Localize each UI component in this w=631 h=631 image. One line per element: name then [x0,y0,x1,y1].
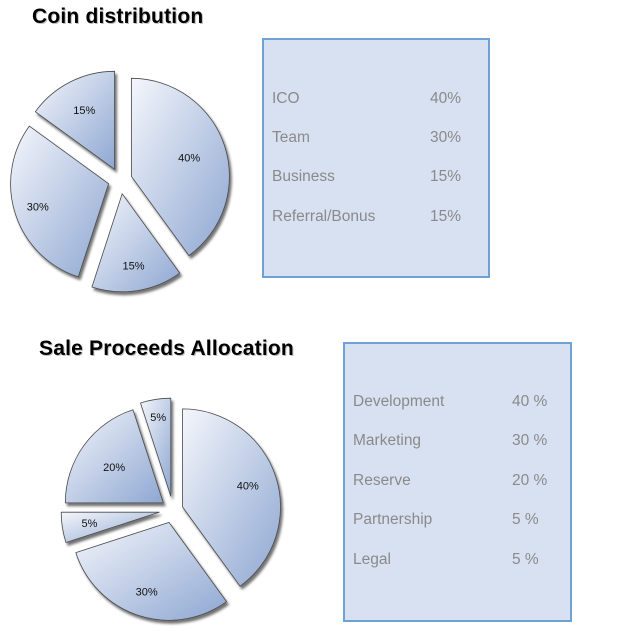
sale-proceeds-table: Development 40 % Marketing 30 % Reserve … [343,342,572,622]
table-row: Legal 5 % [353,551,562,571]
row-value: 40% [430,90,462,107]
sale-proceeds-title: Sale Proceeds Allocation [39,337,294,360]
row-label: Marketing [353,432,422,449]
pie-slice-development [182,408,281,587]
table-row: Development 40 % [353,393,562,413]
pie-slice-ico [131,77,230,256]
slice-label: 15% [73,105,95,117]
pie-slice-team [10,125,109,278]
table-row: Team 30% [272,129,480,149]
row-value: 5 % [512,511,539,528]
slice-label: 20% [103,462,125,474]
slice-label: 5% [150,412,166,424]
slice-label: 40% [178,153,200,165]
row-label: Team [272,129,310,146]
coin-distribution-pie: 40% 15% 30% 15% [10,70,230,293]
row-value: 5 % [512,551,539,568]
slice-label: 15% [122,261,144,273]
slice-label: 30% [27,202,49,214]
pie-slice-marketing [75,522,227,621]
pie-slice-partnership [60,511,160,543]
row-label: Legal [353,551,391,568]
row-value: 15% [430,208,462,225]
table-row: Reserve 20 % [353,472,562,492]
row-value: 15% [430,168,462,185]
sale-proceeds-pie: 40% 30% 5% 20% 5% [60,397,281,621]
pie-slice-legal [140,397,172,497]
row-label: Reserve [353,472,411,489]
pie-slice-business [91,193,181,293]
row-value: 20 % [512,472,548,489]
coin-distribution-title: Coin distribution [32,5,204,28]
table-row: ICO 40% [272,90,480,110]
table-row: Business 15% [272,168,480,188]
row-label: ICO [272,90,300,107]
pie-slice-referral-bonus [34,70,115,170]
row-label: Business [272,168,335,185]
slice-label: 5% [82,518,98,530]
slice-label: 40% [237,481,259,493]
row-value: 40 % [512,393,548,410]
row-label: Partnership [353,511,433,528]
table-row: Marketing 30 % [353,432,562,452]
pie-slice-reserve [64,409,164,504]
row-label: Referral/Bonus [272,208,376,225]
table-row: Referral/Bonus 15% [272,208,480,228]
slice-label: 30% [136,586,158,598]
row-value: 30 % [512,432,548,449]
row-value: 30% [430,129,462,146]
table-row: Partnership 5 % [353,511,562,531]
row-label: Development [353,393,445,410]
coin-distribution-table: ICO 40% Team 30% Business 15% Referral/B… [262,38,490,278]
